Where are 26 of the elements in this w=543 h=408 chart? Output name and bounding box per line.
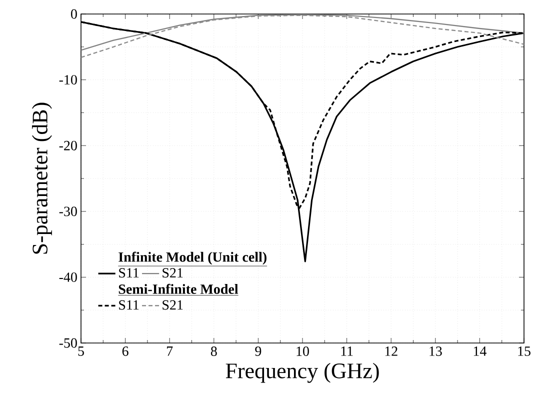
annotation: Semi-Infinite Model (118, 284, 238, 294)
x-tick-label: 12 (385, 346, 398, 356)
legend-label: S11 (119, 300, 139, 310)
y-tick-label: 0 (71, 9, 77, 19)
x-tick-label: 10 (296, 346, 309, 356)
x-tick-label: 11 (341, 346, 353, 356)
x-axis-title: Frequency (GHz) (226, 362, 379, 383)
legend-label: S21 (162, 300, 183, 310)
x-tick-label: 13 (430, 346, 442, 356)
legend-label: S21 (162, 268, 183, 278)
legend-label: S11 (119, 268, 139, 278)
line-series (81, 14, 524, 58)
x-tick-label: 9 (255, 346, 262, 356)
x-tick-label: 6 (122, 346, 128, 356)
y-tick-label: -30 (59, 206, 77, 216)
y-axis-title: S-parameter (dB) (32, 102, 52, 254)
x-tick-label: 5 (78, 346, 84, 356)
y-tick-label: -50 (59, 338, 77, 348)
x-tick-label: 8 (210, 346, 217, 356)
x-tick-label: 14 (474, 346, 486, 356)
x-tick-label: 15 (518, 346, 530, 356)
y-tick-label: -10 (59, 75, 77, 85)
annotation: Infinite Model (Unit cell) (118, 252, 266, 265)
y-tick-label: -20 (59, 140, 77, 150)
y-tick-label: -40 (59, 272, 77, 282)
x-tick-label: 7 (167, 346, 173, 356)
